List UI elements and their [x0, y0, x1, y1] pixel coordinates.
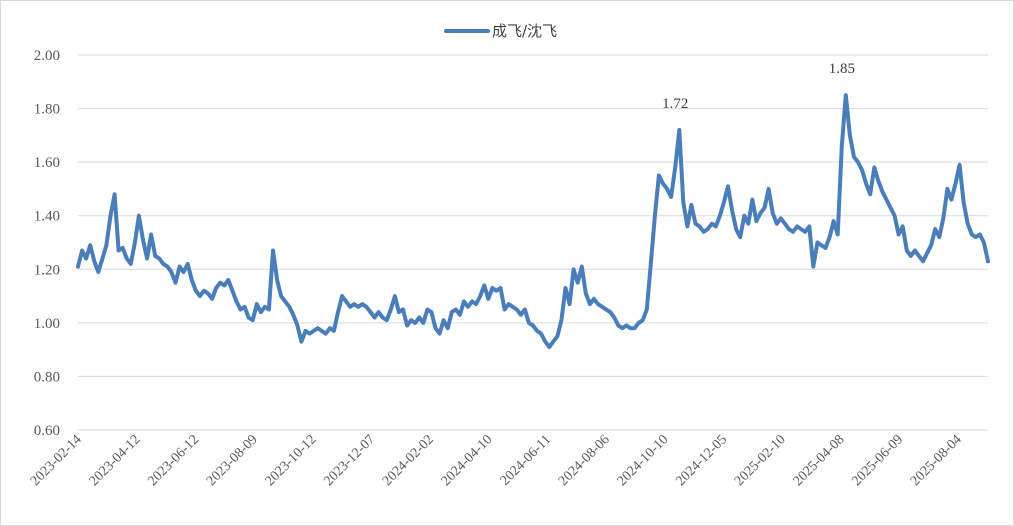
y-tick-label: 1.20: [34, 262, 60, 278]
x-axis-ticks: 2023-02-14 2023-04-12 2023-06-12 2023-08-09…: [28, 432, 965, 489]
x-tick-label: 2024-10-10: [615, 432, 672, 489]
x-tick-label: 2023-02-14: [28, 432, 85, 489]
y-tick-label: 0.80: [34, 369, 60, 385]
legend-label: 成飞/沈飞: [492, 22, 557, 40]
x-tick-label: 2025-04-08: [791, 432, 848, 489]
x-tick-label: 2023-12-07: [321, 432, 378, 489]
legend: 成飞/沈飞: [444, 22, 557, 40]
x-tick-label: 2023-06-12: [145, 432, 202, 489]
x-tick-label: 2024-12-05: [673, 432, 730, 489]
annotations: 1.72 1.85: [662, 61, 855, 112]
y-tick-label: 1.40: [34, 209, 60, 225]
x-tick-label: 2024-02-02: [380, 432, 437, 489]
series-line: [76, 93, 990, 349]
y-tick-label: 2.00: [34, 48, 60, 64]
series-layer: [76, 93, 990, 349]
peak-annotation: 1.85: [829, 61, 855, 77]
y-tick-label: 0.60: [34, 423, 60, 439]
x-tick-label: 2023-08-09: [204, 432, 261, 489]
gridlines: [78, 54, 988, 431]
x-tick-label: 2023-10-12: [263, 432, 320, 489]
peak-annotation: 1.72: [662, 96, 688, 112]
y-axis-ticks: 0.60 0.80 1.00 1.20 1.40 1.60 1.80 2.00: [34, 48, 60, 439]
x-tick-label: 2024-04-10: [439, 432, 496, 489]
x-tick-label: 2025-02-10: [732, 432, 789, 489]
y-tick-label: 1.60: [34, 155, 60, 171]
x-tick-label: 2023-04-12: [87, 432, 144, 489]
x-tick-label: 2024-08-06: [556, 432, 613, 489]
y-tick-label: 1.00: [34, 316, 60, 332]
x-tick-label: 2025-06-09: [849, 432, 906, 489]
y-tick-label: 1.80: [34, 102, 60, 118]
x-tick-label: 2024-06-11: [498, 432, 554, 488]
x-tick-label: 2025-08-04: [908, 432, 965, 489]
